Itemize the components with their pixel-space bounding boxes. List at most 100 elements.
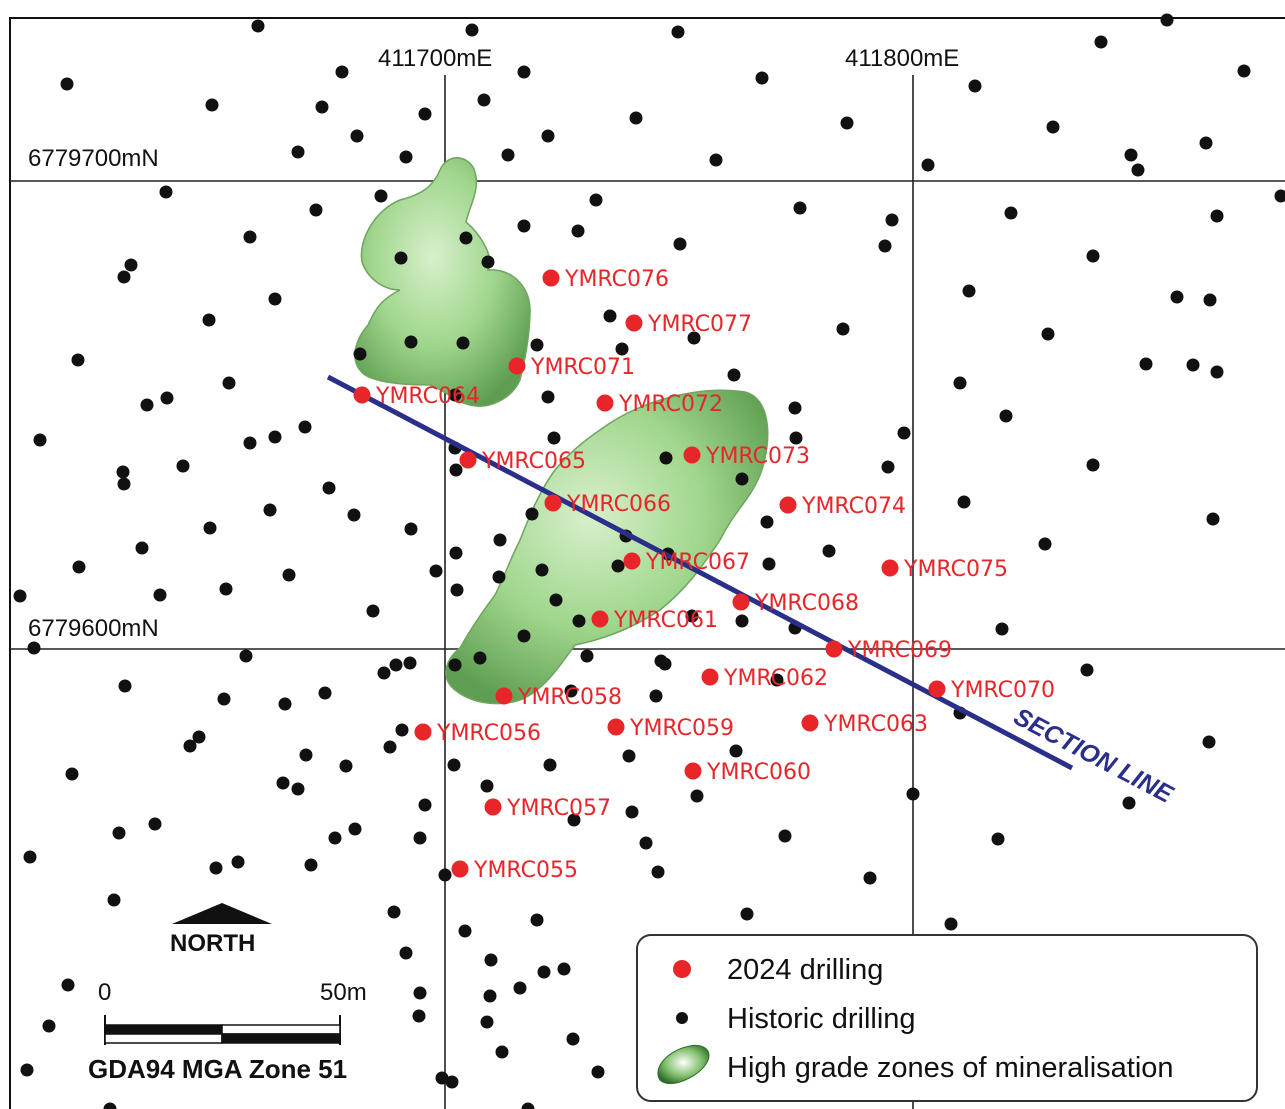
historic-drill-hole [276, 776, 290, 790]
mineral-zone-south [445, 389, 769, 705]
legend-box [636, 934, 1258, 1102]
drill-hole-label: YMRC057 [506, 796, 611, 821]
drill-hole-2024 [484, 798, 502, 816]
drill-hole-label: YMRC077 [647, 312, 752, 337]
historic-drill-hole [1124, 148, 1138, 162]
historic-drill-hole [243, 436, 257, 450]
historic-drill-hole [219, 582, 233, 596]
historic-drill-hole [625, 805, 639, 819]
historic-drill-hole [521, 1102, 535, 1109]
historic-drill-hole [836, 322, 850, 336]
historic-drill-hole [1094, 35, 1108, 49]
historic-drill-hole [387, 905, 401, 919]
drill-hole-label: YMRC075 [903, 557, 1008, 582]
historic-drill-hole [348, 822, 362, 836]
historic-drill-hole [968, 79, 982, 93]
drill-hole-label: YMRC062 [723, 666, 828, 691]
historic-drill-hole [995, 622, 1009, 636]
historic-drill-hole [541, 390, 555, 404]
drill-hole-2024 [684, 762, 702, 780]
historic-drill-hole [1202, 735, 1216, 749]
historic-drill-hole [921, 158, 935, 172]
historic-drill-hole [480, 1015, 494, 1029]
historic-drill-hole [347, 508, 361, 522]
historic-drill-hole [517, 65, 531, 79]
historic-drill-hole [383, 740, 397, 754]
section-line [326, 374, 1074, 771]
historic-drill-hole [403, 656, 417, 670]
historic-drill-hole [1210, 209, 1224, 223]
historic-drill-hole [1086, 249, 1100, 263]
historic-drill-hole [318, 686, 332, 700]
historic-drill-hole [160, 391, 174, 405]
drill-hole-2024 [881, 559, 899, 577]
historic-drill-hole [404, 522, 418, 536]
historic-drill-hole [448, 388, 462, 402]
drill-hole-2024 [732, 593, 750, 611]
historic-drill-hole [1170, 290, 1184, 304]
historic-drill-hole [205, 98, 219, 112]
historic-drill-hole [651, 865, 665, 879]
historic-drill-hole [103, 1102, 117, 1109]
historic-drill-hole [557, 962, 571, 976]
drill-hole-2024 [825, 640, 843, 658]
drill-hole-label: YMRC061 [613, 608, 718, 633]
historic-drill-hole [243, 230, 257, 244]
legend-black-dot-icon [676, 1012, 688, 1024]
historic-drill-hole [687, 331, 701, 345]
historic-drill-hole [673, 237, 687, 251]
historic-drill-hole [483, 989, 497, 1003]
historic-drill-hole [450, 583, 464, 597]
historic-drill-hole [615, 342, 629, 356]
mineralisation-zones [354, 157, 769, 705]
historic-drill-hole [251, 19, 265, 33]
drill-hole-label: YMRC074 [801, 494, 906, 519]
historic-drill-hole [685, 609, 699, 623]
drill-hole-label: YMRC055 [473, 858, 578, 883]
drill-hole-label: YMRC060 [706, 760, 811, 785]
historic-drill-hole [458, 924, 472, 938]
historic-drill-hole [42, 1019, 56, 1033]
historic-drill-hole [445, 1075, 459, 1089]
legend: 2024 drilling Historic drilling High gra… [636, 934, 1258, 1102]
section-line-label: SECTION LINE [1009, 703, 1178, 810]
historic-drill-hole [962, 284, 976, 298]
historic-drill-hole [209, 861, 223, 875]
north-arrow: NORTH [170, 903, 272, 957]
historic-drill-hole [465, 23, 479, 37]
historic-drill-hole [999, 409, 1013, 423]
historic-drill-hole [298, 420, 312, 434]
historic-drill-hole [335, 65, 349, 79]
historic-drill-hole [564, 684, 578, 698]
historic-drill-hole [495, 1045, 509, 1059]
historic-drill-hole [492, 570, 506, 584]
historic-drill-hole [535, 563, 549, 577]
historic-drill-hole [659, 451, 673, 465]
easting-label-2: 411800mE [845, 45, 959, 72]
drill-hole-label: YMRC070 [950, 678, 1055, 703]
drill-hole-label: YMRC068 [754, 591, 859, 616]
historic-drill-hole [448, 658, 462, 672]
drill-holes-2024: YMRC076 YMRC077 YMRC071 YMRC064 YMRC072 YMRC0… [353, 267, 1055, 883]
historic-drill-hole [350, 129, 364, 143]
historic-drill-hole [1210, 365, 1224, 379]
map-frame [9, 17, 1285, 1109]
historic-drill-hole [291, 145, 305, 159]
drill-hole-2024 [414, 723, 432, 741]
historic-drill-holes [13, 13, 1285, 1109]
drill-hole-2024 [544, 494, 562, 512]
historic-drill-hole [217, 692, 231, 706]
historic-drill-hole [525, 507, 539, 521]
legend-label-historic: Historic drilling [727, 1003, 916, 1035]
historic-drill-hole [501, 148, 515, 162]
historic-drill-hole [1086, 458, 1100, 472]
historic-drill-hole [760, 515, 774, 529]
historic-drill-hole [438, 868, 452, 882]
historic-drill-hole [268, 430, 282, 444]
legend-label-mineralisation: High grade zones of mineralisation [727, 1052, 1174, 1084]
historic-drill-hole [1046, 120, 1060, 134]
historic-drill-hole [591, 1065, 605, 1079]
historic-drill-hole [541, 129, 555, 143]
mineral-zone-north [354, 157, 531, 407]
